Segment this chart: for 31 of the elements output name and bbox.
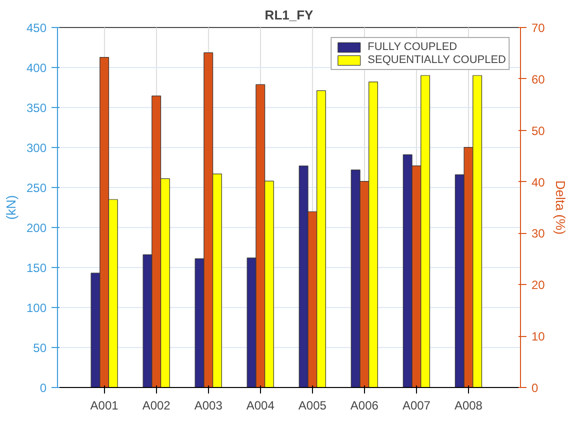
y-tick-label: 250 bbox=[26, 181, 47, 195]
y-tick-label: 300 bbox=[26, 141, 47, 155]
legend-label: SEQUENTIALLY COUPLED bbox=[368, 54, 506, 66]
y2-tick-label: 40 bbox=[532, 175, 546, 190]
y-tick-label: 100 bbox=[26, 301, 47, 315]
chart-title: RL1_FY bbox=[264, 8, 314, 22]
y-tick-label: 50 bbox=[33, 341, 47, 355]
x-tick-label: A008 bbox=[454, 398, 483, 412]
y2-tick-label: 60 bbox=[532, 72, 546, 86]
x-tick-label: A006 bbox=[350, 398, 379, 412]
x-tick-label: A003 bbox=[194, 398, 223, 412]
y-tick-label: 0 bbox=[40, 381, 47, 395]
x-tick-label: A007 bbox=[402, 398, 431, 412]
y2-tick-label: 30 bbox=[532, 226, 546, 241]
y-tick-label: 200 bbox=[26, 221, 47, 235]
legend-label: FULLY COUPLED bbox=[368, 41, 458, 53]
x-tick-label: A005 bbox=[298, 398, 327, 412]
y-tick-label: 450 bbox=[26, 21, 47, 35]
y2-tick-label: 50 bbox=[532, 124, 546, 138]
y2-tick-label: 0 bbox=[532, 381, 538, 395]
y-tick-label: 150 bbox=[26, 261, 47, 275]
y-tick-label: 400 bbox=[26, 61, 47, 75]
y-axis-title: (kN) bbox=[3, 195, 18, 220]
y2-axis-title: Delta (%) bbox=[552, 180, 568, 235]
x-tick-label: A001 bbox=[90, 398, 119, 412]
x-tick-label: A004 bbox=[246, 398, 275, 412]
y-tick-label: 350 bbox=[26, 101, 47, 115]
x-tick-label: A002 bbox=[142, 398, 171, 412]
y2-tick-label: 20 bbox=[532, 278, 546, 292]
y2-tick-label: 10 bbox=[532, 330, 546, 344]
y2-tick-label: 70 bbox=[532, 21, 546, 35]
